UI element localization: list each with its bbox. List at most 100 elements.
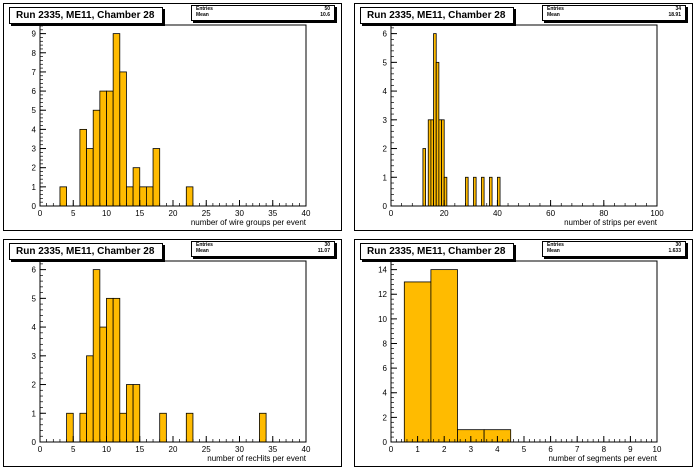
y-tick-label: 12	[378, 290, 387, 299]
histogram-bar	[59, 186, 68, 207]
x-tick-label: 3	[469, 445, 474, 454]
stats-row-entries: Entries 50	[192, 6, 334, 12]
histogram-bar	[112, 33, 121, 207]
histogram-bar	[185, 186, 194, 207]
histogram-pad-3: 0 5 10 15 20 25 30 35 40 0 1 2 3 4 5 6 number of recHits…	[3, 239, 342, 467]
x-tick-label: 0	[38, 445, 43, 454]
histogram-bar	[79, 412, 87, 443]
histogram-bar	[481, 176, 485, 207]
y-tick-label: 1	[32, 409, 37, 418]
x-tick-label: 40	[302, 209, 311, 218]
histogram-bar	[106, 297, 114, 443]
histogram-bar	[473, 176, 477, 207]
x-tick-label: 7	[575, 445, 580, 454]
x-tick-label: 1	[415, 445, 420, 454]
pad-title: Run 2335, ME11, Chamber 28	[360, 243, 515, 260]
histogram-bar	[145, 186, 154, 207]
y-tick-label: 6	[32, 87, 37, 96]
y-tick-label: 0	[383, 202, 388, 211]
x-axis-label: number of strips per event	[564, 218, 658, 227]
histogram-bar	[465, 176, 469, 207]
y-tick-label: 2	[32, 381, 37, 390]
histogram-bar	[430, 269, 458, 443]
y-tick-label: 14	[378, 266, 387, 275]
stats-label: Mean	[547, 12, 560, 18]
y-tick-label: 8	[32, 49, 37, 58]
histogram-bar	[126, 186, 134, 207]
stats-box: Entries 30 Mean 1.633	[542, 241, 686, 257]
y-tick-label: 6	[383, 30, 388, 39]
y-tick-label: 0	[32, 438, 37, 447]
y-tick-label: 2	[32, 164, 37, 173]
histogram-bar	[132, 167, 141, 207]
y-tick-label: 5	[32, 106, 37, 115]
histogram-bar	[106, 90, 114, 207]
y-tick-label: 2	[383, 145, 388, 154]
stats-label: Mean	[547, 248, 560, 254]
x-tick-label: 15	[135, 445, 144, 454]
x-tick-label: 30	[235, 209, 244, 218]
y-tick-label: 0	[32, 202, 37, 211]
x-tick-label: 40	[302, 445, 311, 454]
stats-row-mean: Mean 10.6	[192, 12, 334, 18]
plot-frame	[390, 24, 658, 207]
x-tick-label: 10	[102, 209, 111, 218]
y-tick-label: 6	[32, 266, 37, 275]
stats-row-entries: Entries 30	[192, 242, 334, 248]
stats-box: Entries 50 Mean 10.6	[191, 5, 335, 21]
y-tick-label: 8	[383, 339, 388, 348]
y-tick-label: 7	[32, 68, 37, 77]
stats-value: 30	[675, 242, 681, 248]
histogram-bar	[92, 109, 101, 207]
x-tick-label: 10	[102, 445, 111, 454]
histogram-bar	[152, 148, 161, 207]
stats-row-entries: Entries 34	[543, 6, 685, 12]
stats-label: Entries	[547, 242, 564, 248]
stats-value: 50	[324, 6, 330, 12]
x-tick-label: 30	[235, 445, 244, 454]
y-tick-label: 5	[32, 294, 37, 303]
stats-value: 18.91	[668, 12, 681, 18]
x-axis-label: number of segments per event	[548, 454, 657, 463]
stats-box: Entries 30 Mean 11.07	[191, 241, 335, 257]
histogram-bar	[86, 355, 94, 443]
stats-value: 11.07	[317, 248, 330, 254]
stats-label: Entries	[196, 6, 213, 12]
x-tick-label: 8	[602, 445, 607, 454]
histogram-pad-4: 0 1 2 3 4 5 6 7 8 9 10 0 2 4 6 8 10 12 14 number of segment…	[354, 239, 693, 467]
x-tick-label: 60	[546, 209, 555, 218]
stats-label: Entries	[547, 6, 564, 12]
strips-histogram: 0 20 40 60 80 100 0 1 2 3 4 5 6 number of strips per …	[383, 24, 664, 227]
histogram-bar	[66, 412, 74, 443]
histogram-bar	[403, 281, 432, 443]
histogram-bar	[92, 269, 101, 443]
x-tick-label: 6	[548, 445, 553, 454]
histogram-bar	[139, 186, 147, 207]
histogram-pad-1: 0 5 10 15 20 25 30 35 40 0 1 2 3 4 5 6 7 8 9 number of wire…	[3, 3, 342, 231]
x-tick-label: 5	[71, 445, 76, 454]
stats-box: Entries 34 Mean 18.91	[542, 5, 686, 21]
y-tick-label: 6	[383, 364, 388, 373]
x-axis-label: number of wire groups per event	[191, 218, 307, 227]
histogram-bar	[86, 148, 94, 207]
x-tick-label: 25	[202, 209, 211, 218]
pad-title: Run 2335, ME11, Chamber 28	[9, 7, 164, 24]
histogram-bar	[99, 326, 107, 443]
histogram-bar	[79, 128, 87, 207]
y-tick-label: 3	[32, 352, 37, 361]
y-tick-label: 5	[383, 58, 388, 67]
stats-value: 1.633	[668, 248, 681, 254]
histogram-bar	[119, 71, 127, 207]
y-tick-label: 1	[32, 183, 37, 192]
stats-value: 10.6	[320, 12, 330, 18]
histogram-bar	[112, 297, 121, 443]
x-tick-label: 100	[650, 209, 664, 218]
stats-value: 30	[324, 242, 330, 248]
x-tick-label: 35	[268, 209, 277, 218]
stats-row-mean: Mean 1.633	[543, 248, 685, 254]
histogram-bar	[159, 412, 167, 443]
rechits-histogram: 0 5 10 15 20 25 30 35 40 0 1 2 3 4 5 6 number of recHits…	[32, 260, 311, 463]
stats-value: 34	[675, 6, 681, 12]
x-tick-label: 0	[38, 209, 43, 218]
